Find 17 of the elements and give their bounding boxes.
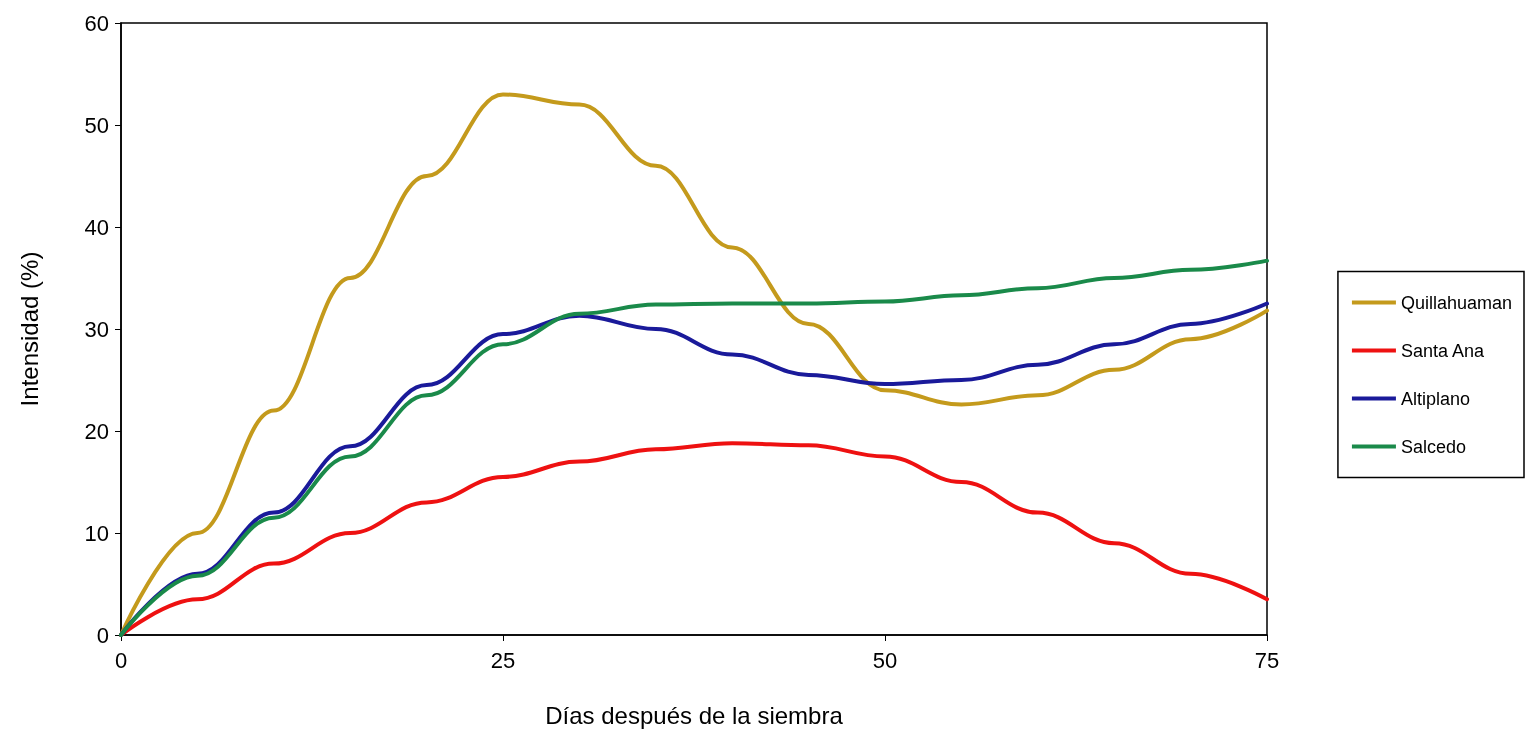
y-tick-label: 60 (84, 10, 109, 36)
legend-label: Santa Ana (1400, 340, 1485, 361)
legend-label: Salcedo (1400, 436, 1466, 457)
y-tick-label: 30 (84, 316, 109, 342)
y-tick-label: 20 (84, 418, 109, 444)
x-tick-label: 50 (872, 647, 898, 673)
y-tick-label: 0 (96, 622, 109, 648)
y-axis-title: Intensidad (%) (15, 251, 43, 407)
y-tick-label: 50 (84, 112, 109, 138)
legend-label: Quillahuaman (1400, 292, 1513, 313)
x-tick-label: 0 (114, 647, 128, 673)
legend-label: Altiplano (1400, 388, 1470, 409)
y-tick-label: 10 (84, 520, 109, 546)
x-tick-label: 75 (1254, 647, 1280, 673)
y-tick-label: 40 (84, 214, 109, 240)
x-tick-label: 25 (490, 647, 516, 673)
x-axis-title: Días después de la siembra (545, 701, 844, 729)
